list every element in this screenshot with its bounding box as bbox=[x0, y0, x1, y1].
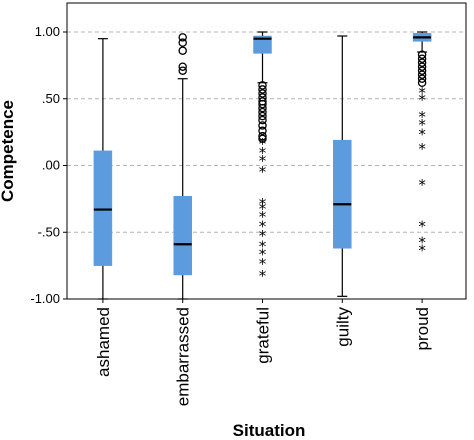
outlier-point bbox=[258, 81, 267, 90]
extreme-point: * bbox=[259, 135, 267, 153]
x-tick-label: grateful bbox=[254, 307, 273, 364]
box bbox=[333, 139, 352, 249]
x-tick-label: embarrassed bbox=[174, 307, 193, 406]
y-tick-label: -.50 bbox=[38, 224, 60, 239]
outlier-point bbox=[417, 66, 427, 75]
x-axis: ashamed embarrassed grateful guilty proud bbox=[94, 299, 432, 406]
outlier-point bbox=[178, 46, 187, 55]
box-series: *********************** bbox=[93, 31, 432, 300]
outlier-point bbox=[178, 62, 187, 71]
extreme-point: * bbox=[418, 108, 426, 126]
box-ashamed bbox=[93, 38, 113, 300]
extreme-point: * bbox=[418, 91, 426, 109]
outlier-point bbox=[258, 85, 267, 94]
outlier-point bbox=[417, 70, 427, 79]
outlier-point bbox=[178, 33, 187, 42]
box bbox=[253, 35, 272, 54]
outlier-point bbox=[258, 121, 267, 130]
box-proud: ********** bbox=[412, 31, 432, 260]
outlier-point bbox=[258, 103, 267, 113]
outlier-point bbox=[258, 111, 267, 121]
extreme-point: * bbox=[259, 208, 267, 226]
outlier-point bbox=[258, 89, 267, 98]
outlier-point bbox=[258, 99, 267, 109]
extreme-point: * bbox=[259, 152, 267, 170]
extreme-point: * bbox=[259, 267, 267, 285]
outlier-point bbox=[417, 50, 427, 59]
outlier-point bbox=[258, 126, 267, 136]
box bbox=[173, 195, 192, 276]
box-grateful: ************* bbox=[253, 31, 272, 285]
extreme-point: * bbox=[259, 144, 267, 162]
box-embarrassed bbox=[173, 33, 192, 300]
outlier-point bbox=[417, 78, 427, 87]
extreme-point: * bbox=[418, 234, 426, 252]
x-tick-label: guilty bbox=[333, 307, 352, 347]
y-tick-label: .50 bbox=[42, 91, 60, 106]
box-guilty bbox=[333, 35, 352, 297]
outlier-point bbox=[258, 134, 267, 144]
extreme-point: * bbox=[259, 227, 267, 245]
y-tick-label: 1.00 bbox=[35, 24, 60, 39]
outlier-point bbox=[417, 54, 427, 63]
extreme-point: * bbox=[259, 218, 267, 236]
plot-frame bbox=[66, 2, 467, 300]
x-tick-label: ashamed bbox=[94, 307, 113, 377]
extreme-point: * bbox=[259, 255, 267, 273]
box bbox=[93, 150, 113, 266]
extreme-point: * bbox=[418, 125, 426, 143]
outlier-point bbox=[417, 62, 427, 71]
x-axis-title: Situation bbox=[233, 421, 306, 440]
outlier-point bbox=[178, 66, 187, 75]
outlier-point bbox=[258, 115, 267, 125]
extreme-point: * bbox=[259, 200, 267, 218]
extreme-point: * bbox=[259, 246, 267, 264]
extreme-point: * bbox=[259, 195, 267, 213]
extreme-point: * bbox=[418, 140, 426, 158]
extreme-point: * bbox=[418, 176, 426, 194]
extreme-point: * bbox=[259, 163, 267, 181]
outlier-point bbox=[258, 107, 267, 117]
extreme-point: * bbox=[418, 84, 426, 102]
outlier-point bbox=[417, 58, 427, 67]
x-tick-label: proud bbox=[413, 307, 432, 350]
extreme-point: * bbox=[418, 218, 426, 236]
y-axis: 1.00 .50 .00 -.50 -1.00 bbox=[30, 24, 67, 306]
outlier-point bbox=[258, 131, 267, 141]
y-tick-label: -1.00 bbox=[30, 291, 60, 306]
y-axis-title: Competence bbox=[0, 100, 17, 202]
y-tick-label: .00 bbox=[42, 158, 60, 173]
extreme-point: * bbox=[418, 242, 426, 260]
outlier-point bbox=[178, 38, 187, 47]
extreme-point: * bbox=[418, 116, 426, 134]
outlier-point bbox=[417, 74, 427, 83]
extreme-point: * bbox=[259, 238, 267, 256]
